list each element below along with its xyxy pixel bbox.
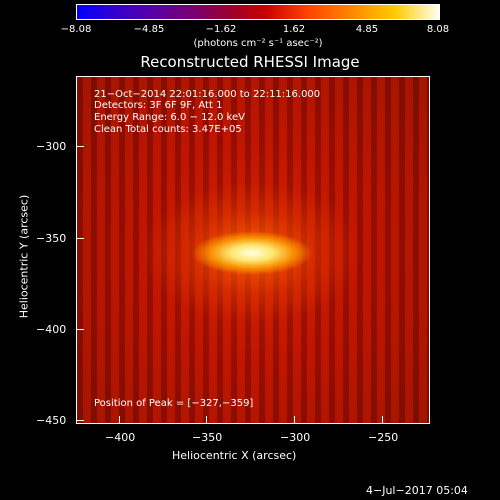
solar-image [76,76,430,424]
y-tick [76,329,84,330]
x-tick [119,416,120,424]
y-tick [76,420,84,421]
colorbar-tick: 1.62 [282,24,306,35]
x-tick-label: −350 [192,431,223,444]
y-tick [76,238,84,239]
info-counts: Clean Total counts: 3.47E+05 [94,124,242,135]
y-axis-label: Heliocentric Y (arcsec) [17,194,31,319]
x-tick-label: −400 [105,431,136,444]
colorbar-unit: (photons cm⁻² s⁻¹ asec⁻²) [193,38,323,49]
x-tick-label: −250 [368,431,399,444]
colorbar-tick: −1.62 [205,24,237,35]
x-tick-label: −300 [280,431,311,444]
colorbar-tick: 4.85 [355,24,379,35]
colorbar-tick: −4.85 [133,24,165,35]
x-tick [294,416,295,424]
x-axis-label: Heliocentric X (arcsec) [172,449,297,462]
footer-date: 4−Jul−2017 05:04 [366,484,468,497]
y-tick-label: −400 [36,323,67,336]
info-detectors: Detectors: 3F 6F 9F, Att 1 [94,100,223,111]
colorbar-tick: −8.08 [60,24,92,35]
x-tick [382,416,383,424]
colorbar [76,4,440,20]
y-tick-label: −450 [36,414,67,427]
y-tick-label: −300 [36,140,67,153]
info-energy: Energy Range: 6.0 − 12.0 keV [94,112,245,123]
peak-position: Position of Peak = [−327,−359] [94,398,254,409]
info-time-range: 21−Oct−2014 22:01:16.000 to 22:11:16.000 [94,89,321,100]
y-tick [76,146,84,147]
y-tick-label: −350 [36,232,67,245]
image-title: Reconstructed RHESSI Image [140,53,360,71]
colorbar-tick: 8.08 [426,24,450,35]
x-tick [206,416,207,424]
